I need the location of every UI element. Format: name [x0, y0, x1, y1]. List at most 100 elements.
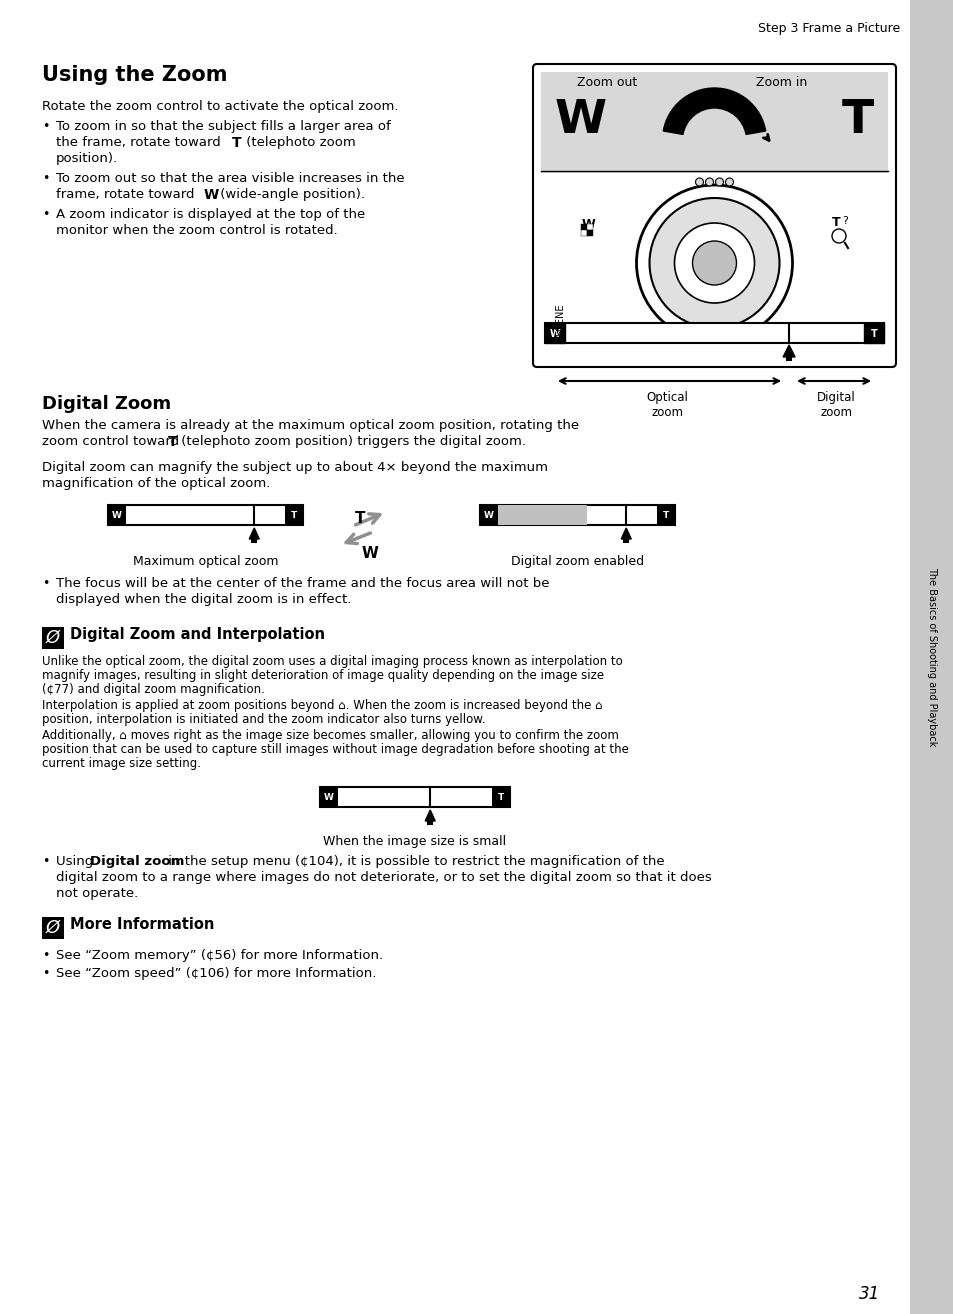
Text: SCENE: SCENE [555, 304, 564, 335]
Text: (¢77) and digital zoom magnification.: (¢77) and digital zoom magnification. [42, 683, 265, 696]
Bar [785, 357, 791, 361]
Text: Using the Zoom: Using the Zoom [42, 64, 227, 85]
Bar [479, 505, 497, 526]
Text: T: T [291, 511, 296, 520]
Text: Digital zoom enabled: Digital zoom enabled [511, 555, 643, 568]
Text: W: W [324, 794, 334, 803]
Text: •: • [42, 120, 50, 133]
Circle shape [724, 177, 733, 187]
Text: the frame, rotate toward: the frame, rotate toward [56, 137, 225, 148]
Bar [42, 917, 64, 940]
Text: T: T [168, 435, 177, 449]
Text: •: • [42, 172, 50, 185]
Text: Digital zoom can magnify the subject up to about 4× beyond the maximum: Digital zoom can magnify the subject up … [42, 461, 547, 474]
Text: To zoom in so that the subject fills a larger area of: To zoom in so that the subject fills a l… [56, 120, 391, 133]
Bar [319, 787, 337, 807]
Bar [544, 323, 564, 343]
Text: T: T [831, 215, 840, 229]
Bar [580, 230, 586, 237]
Text: Maximum optical zoom: Maximum optical zoom [132, 555, 278, 568]
Text: 31: 31 [858, 1285, 879, 1303]
Text: W: W [549, 328, 559, 339]
Text: T: T [497, 794, 503, 803]
Bar [251, 539, 257, 543]
Text: Additionally, ⌂ moves right as the image size becomes smaller, allowing you to c: Additionally, ⌂ moves right as the image… [42, 729, 618, 742]
Bar [909, 0, 953, 1314]
Circle shape [705, 177, 713, 187]
Text: monitor when the zoom control is rotated.: monitor when the zoom control is rotated… [56, 223, 337, 237]
Bar [657, 505, 675, 526]
Bar [586, 223, 593, 230]
Text: T: T [355, 511, 365, 526]
Bar [580, 223, 586, 230]
Text: Optical
zoom: Optical zoom [645, 392, 687, 419]
Bar [479, 505, 587, 526]
Bar [319, 787, 510, 807]
Text: The Basics of Shooting and Playback: The Basics of Shooting and Playback [926, 568, 936, 746]
FancyBboxPatch shape [533, 64, 895, 367]
Bar [479, 505, 675, 526]
Text: •: • [42, 949, 50, 962]
Bar [544, 323, 883, 343]
Bar [540, 72, 887, 173]
Text: Using: Using [56, 855, 97, 869]
Bar [108, 505, 126, 526]
Bar [622, 539, 629, 543]
Text: Interpolation is applied at zoom positions beyond ⌂. When the zoom is increased : Interpolation is applied at zoom positio… [42, 699, 602, 712]
Polygon shape [249, 528, 259, 539]
Text: magnify images, resulting in slight deterioration of image quality depending on : magnify images, resulting in slight dete… [42, 669, 603, 682]
Text: Zoom out: Zoom out [577, 76, 637, 89]
Text: Digital
zoom: Digital zoom [817, 392, 855, 419]
Circle shape [636, 185, 792, 342]
Text: •: • [42, 577, 50, 590]
Text: T: T [232, 137, 241, 150]
Polygon shape [782, 346, 794, 357]
Text: frame, rotate toward: frame, rotate toward [56, 188, 198, 201]
Text: Ø: Ø [46, 629, 60, 646]
Text: Digital Zoom and Interpolation: Digital Zoom and Interpolation [70, 627, 325, 643]
Text: See “Zoom memory” (¢56) for more Information.: See “Zoom memory” (¢56) for more Informa… [56, 949, 383, 962]
Text: magnification of the optical zoom.: magnification of the optical zoom. [42, 477, 270, 490]
Text: zoom control toward: zoom control toward [42, 435, 183, 448]
Text: See “Zoom speed” (¢106) for more Information.: See “Zoom speed” (¢106) for more Informa… [56, 967, 376, 980]
Text: Ø: Ø [46, 918, 60, 937]
Bar [108, 505, 303, 526]
Bar [427, 821, 433, 825]
Text: (wide-angle position).: (wide-angle position). [215, 188, 365, 201]
Text: not operate.: not operate. [56, 887, 138, 900]
Text: Rotate the zoom control to activate the optical zoom.: Rotate the zoom control to activate the … [42, 100, 398, 113]
Text: displayed when the digital zoom is in effect.: displayed when the digital zoom is in ef… [56, 593, 351, 606]
Text: •: • [42, 855, 50, 869]
Circle shape [692, 240, 736, 285]
Text: •: • [42, 208, 50, 221]
Text: T: T [662, 511, 668, 520]
Text: position, interpolation is initiated and the zoom indicator also turns yellow.: position, interpolation is initiated and… [42, 714, 485, 727]
Wedge shape [662, 88, 765, 134]
Text: W: W [555, 99, 606, 143]
Text: W: W [483, 511, 494, 520]
Bar [285, 505, 303, 526]
Text: W: W [204, 188, 219, 202]
Text: Unlike the optical zoom, the digital zoom uses a digital imaging process known a: Unlike the optical zoom, the digital zoo… [42, 654, 622, 668]
Polygon shape [425, 809, 435, 821]
Text: Digital Zoom: Digital Zoom [42, 396, 171, 413]
Text: ?: ? [841, 215, 847, 226]
Circle shape [649, 198, 779, 328]
Text: W: W [361, 547, 378, 561]
Text: current image size setting.: current image size setting. [42, 757, 201, 770]
Text: position).: position). [56, 152, 118, 166]
Text: Zoom in: Zoom in [756, 76, 807, 89]
Text: When the image size is small: When the image size is small [323, 834, 506, 848]
Bar [492, 787, 510, 807]
Text: A zoom indicator is displayed at the top of the: A zoom indicator is displayed at the top… [56, 208, 365, 221]
Text: W: W [581, 218, 596, 231]
Bar [586, 230, 593, 237]
Circle shape [674, 223, 754, 304]
Text: digital zoom to a range where images do not deteriorate, or to set the digital z: digital zoom to a range where images do … [56, 871, 711, 884]
Text: The focus will be at the center of the frame and the focus area will not be: The focus will be at the center of the f… [56, 577, 549, 590]
Bar [863, 323, 883, 343]
Text: position that can be used to capture still images without image degradation befo: position that can be used to capture sti… [42, 742, 628, 756]
Circle shape [715, 177, 722, 187]
Circle shape [695, 177, 702, 187]
Text: When the camera is already at the maximum optical zoom position, rotating the: When the camera is already at the maximu… [42, 419, 578, 432]
